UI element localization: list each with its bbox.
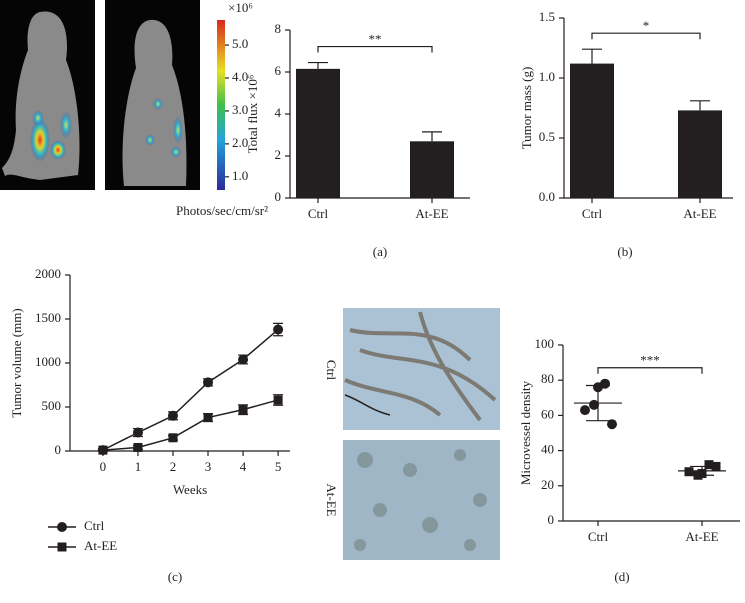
x-tick-label: 4 (240, 459, 247, 474)
bar (296, 68, 340, 198)
x-tick-label: 5 (275, 459, 282, 474)
colorbar-tick-label: 1.0 (232, 168, 248, 183)
data-point (704, 460, 714, 470)
significance-label: ** (369, 32, 382, 47)
y-tick-label: 1000 (35, 354, 61, 369)
x-tick-label: At-EE (685, 529, 718, 544)
data-point (203, 413, 213, 423)
x-tick-label: Ctrl (308, 206, 329, 221)
panel-label: (a) (373, 244, 387, 259)
data-point (580, 405, 590, 416)
bar (570, 63, 614, 198)
y-tick-label: 0 (548, 512, 555, 527)
panel-label: (c) (168, 569, 182, 584)
x-tick-label: At-EE (683, 206, 716, 221)
y-tick-label: 2000 (35, 266, 61, 281)
colorbar-tick-label: 3.0 (232, 102, 248, 117)
y-tick-label: 20 (541, 477, 554, 492)
y-tick-label: 1.5 (539, 9, 555, 24)
colorbar-tick-label: 5.0 (232, 36, 248, 51)
y-tick-label: 0 (275, 189, 282, 204)
series-line (102, 328, 279, 451)
legend-label: At-EE (84, 538, 117, 553)
y-tick-label: 0 (55, 442, 62, 457)
data-point (238, 354, 249, 365)
data-point (589, 399, 599, 410)
legend-marker (57, 522, 67, 532)
colorbar-tick-label: 2.0 (232, 135, 248, 150)
data-point (168, 433, 178, 443)
colorbar-unit: ×10⁶ (228, 0, 253, 15)
y-tick-label: 100 (535, 336, 555, 351)
data-point (132, 427, 143, 438)
data-point (133, 442, 143, 452)
legend-marker (57, 542, 67, 552)
data-point (684, 467, 694, 477)
histology-label: At-EE (324, 483, 339, 516)
colorbar-tick-label: 4.0 (232, 69, 248, 84)
significance-label: *** (640, 353, 660, 368)
x-tick-label: Ctrl (588, 529, 609, 544)
significance-bracket (317, 45, 433, 53)
mouse-image (0, 0, 95, 190)
y-tick-label: 4 (275, 105, 282, 120)
histology-image (343, 308, 500, 560)
x-axis-label: Weeks (173, 482, 207, 497)
panel-label: (b) (617, 244, 632, 259)
x-tick-label: At-EE (415, 206, 448, 221)
significance-bracket (591, 32, 701, 40)
y-tick-label: 500 (42, 398, 62, 413)
y-tick-label: 2 (275, 147, 282, 162)
x-tick-label: 1 (135, 459, 142, 474)
data-point (607, 419, 617, 430)
data-point (711, 461, 721, 471)
x-tick-label: 3 (205, 459, 212, 474)
x-tick-label: 2 (170, 459, 177, 474)
y-tick-label: 0.5 (539, 129, 555, 144)
y-tick-label: 40 (541, 442, 554, 457)
legend-label: Ctrl (84, 518, 105, 533)
y-tick-label: 1500 (35, 310, 61, 325)
data-point (273, 395, 283, 405)
bar (678, 110, 722, 198)
x-tick-label: 0 (100, 459, 107, 474)
bar (410, 141, 454, 198)
y-tick-label: 0.0 (539, 189, 555, 204)
data-point (203, 377, 214, 388)
error-bar (582, 48, 602, 64)
mouse-image (105, 0, 200, 190)
error-bar (690, 100, 710, 111)
y-tick-label: 60 (541, 406, 554, 421)
data-point (238, 405, 248, 415)
error-bar (308, 61, 328, 69)
y-axis-label: Tumor mass (g) (519, 67, 534, 150)
significance-bracket (597, 367, 703, 374)
error-bar (422, 131, 442, 142)
sd-bar (690, 465, 714, 476)
data-point (273, 324, 284, 335)
y-tick-label: 6 (275, 63, 282, 78)
sd-bar (586, 384, 610, 422)
y-tick-label: 1.0 (539, 69, 555, 84)
colorbar (217, 20, 225, 190)
panel-label: (d) (614, 569, 629, 584)
y-axis-label: Microvessel density (518, 380, 533, 485)
data-point (167, 410, 178, 421)
y-tick-label: 80 (541, 371, 554, 386)
histology-label: Ctrl (324, 360, 339, 381)
data-point (98, 445, 108, 455)
y-tick-label: 8 (275, 21, 282, 36)
x-tick-label: Ctrl (582, 206, 603, 221)
y-axis-label: Tumor volume (mm) (9, 308, 24, 417)
series-line (102, 399, 279, 451)
colorbar-title: Photos/sec/cm/sr² (176, 203, 268, 218)
significance-label: * (643, 18, 650, 33)
y-axis-label: Total flux ×10⁶ (245, 75, 260, 154)
